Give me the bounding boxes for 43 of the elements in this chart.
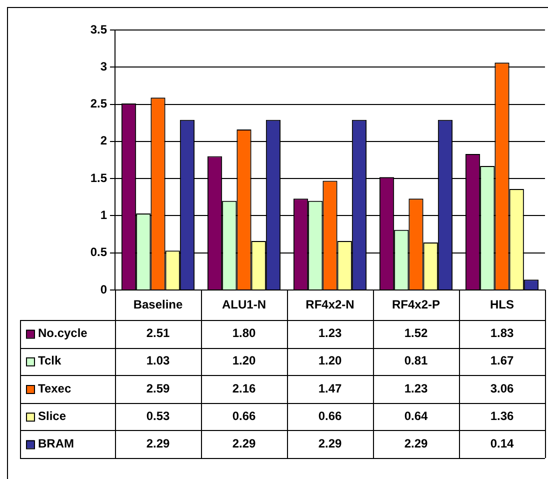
y-tick-label: 0 [100, 282, 108, 296]
legend-label: Texec [38, 381, 72, 396]
data-label: 0.81 [404, 354, 428, 368]
y-tick-label: 2.5 [90, 96, 108, 111]
data-label: 0.66 [318, 408, 342, 423]
y-tick-label: 1 [100, 208, 108, 222]
data-label: 1.03 [146, 354, 170, 368]
data-label: 3.06 [490, 381, 514, 396]
y-tick-label: 3.5 [90, 22, 108, 36]
y-tick-label: 0.5 [90, 245, 108, 260]
x-tick-label: ALU1-N [222, 297, 266, 312]
legend-label: No.cycle [38, 326, 88, 340]
data-label: 2.29 [318, 436, 342, 451]
data-label: 1.47 [318, 381, 342, 396]
data-label: 1.23 [404, 381, 428, 396]
data-label: 1.52 [404, 326, 428, 340]
legend-label: Tclk [38, 354, 62, 368]
data-label: 1.83 [490, 326, 514, 340]
data-label: 2.29 [146, 436, 170, 451]
data-label: 1.67 [490, 354, 514, 368]
x-tick-label: HLS [490, 297, 514, 312]
x-tick-label: Baseline [133, 297, 184, 312]
y-tick-label: 1.5 [90, 170, 108, 185]
data-label: 1.36 [490, 408, 514, 423]
data-label: 0.64 [404, 408, 428, 423]
data-label: 2.51 [146, 326, 170, 340]
data-label: 1.80 [232, 326, 256, 340]
data-label: 0.53 [146, 408, 170, 423]
x-tick-label: RF4x2-P [392, 297, 440, 312]
data-label: 0.66 [232, 408, 256, 423]
legend-label: Slice [38, 408, 66, 423]
data-label: 2.29 [232, 436, 256, 451]
data-label: 1.23 [318, 326, 342, 340]
data-label: 1.20 [232, 354, 256, 368]
x-tick-label: RF4x2-N [306, 297, 354, 312]
data-label: 1.20 [318, 354, 342, 368]
data-label: 0.14 [490, 436, 514, 451]
data-label: 2.59 [146, 381, 170, 396]
data-label: 2.29 [404, 436, 428, 451]
y-tick-label: 2 [100, 134, 108, 148]
data-label: 2.16 [232, 381, 256, 396]
y-tick-label: 3 [100, 59, 108, 74]
legend-label: BRAM [38, 436, 74, 451]
